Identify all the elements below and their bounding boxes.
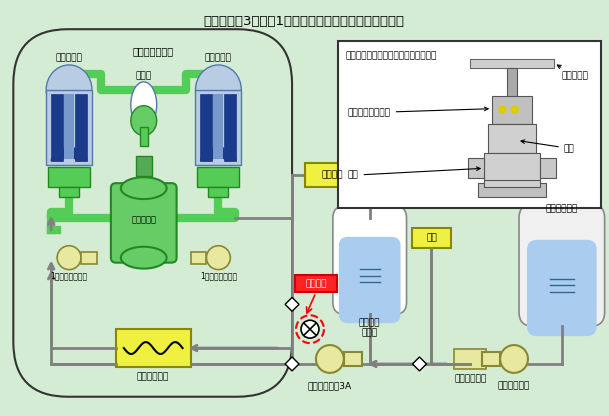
- FancyBboxPatch shape: [111, 183, 177, 262]
- Text: 充てんポンプ3A: 充てんポンプ3A: [308, 381, 352, 390]
- Bar: [46, 90, 92, 165]
- Text: 当該箇所: 当該箇所: [305, 279, 326, 288]
- Polygon shape: [285, 357, 299, 371]
- Circle shape: [316, 345, 344, 373]
- Bar: [468, 158, 484, 178]
- Text: 再生熱交換器: 再生熱交換器: [136, 372, 169, 381]
- Ellipse shape: [131, 106, 157, 136]
- Text: 弁ハンドル: 弁ハンドル: [557, 65, 589, 80]
- Text: 原子炉容器: 原子炉容器: [131, 215, 157, 224]
- Text: 1次冷却材ポンプ: 1次冷却材ポンプ: [200, 271, 237, 280]
- Bar: [136, 156, 152, 176]
- Circle shape: [206, 246, 230, 270]
- Text: 弁体: 弁体: [348, 167, 480, 180]
- Text: ほう酸ポンプ: ほう酸ポンプ: [498, 381, 530, 390]
- Circle shape: [500, 345, 528, 373]
- Text: 蒸気発生器: 蒸気発生器: [55, 53, 82, 62]
- Bar: [484, 180, 540, 187]
- Bar: [59, 187, 79, 197]
- Text: 加圧器: 加圧器: [136, 71, 152, 80]
- FancyBboxPatch shape: [333, 206, 407, 314]
- Ellipse shape: [121, 247, 167, 269]
- Text: 1次冷却材ポンプ: 1次冷却材ポンプ: [51, 271, 88, 280]
- Bar: [454, 349, 486, 369]
- Bar: [344, 352, 362, 366]
- Bar: [48, 167, 90, 187]
- Ellipse shape: [195, 65, 241, 115]
- Bar: [492, 96, 532, 124]
- Ellipse shape: [121, 177, 167, 199]
- Text: 弁棒: 弁棒: [521, 140, 574, 153]
- Bar: [81, 252, 97, 264]
- Bar: [412, 228, 451, 248]
- Bar: [197, 167, 239, 187]
- Bar: [484, 154, 540, 183]
- Bar: [478, 183, 546, 197]
- Bar: [488, 124, 536, 154]
- Text: 充てんポンプミニマムフロー弁概略図: 充てんポンプミニマムフロー弁概略図: [346, 51, 437, 60]
- FancyBboxPatch shape: [519, 204, 605, 326]
- Ellipse shape: [46, 65, 92, 115]
- FancyBboxPatch shape: [339, 237, 401, 323]
- Bar: [195, 90, 241, 165]
- Text: 純水: 純水: [426, 233, 437, 242]
- Bar: [208, 187, 228, 197]
- Circle shape: [57, 246, 81, 270]
- Ellipse shape: [131, 82, 157, 128]
- Bar: [200, 94, 213, 161]
- Bar: [305, 163, 360, 187]
- Text: 原子炉格納容器: 原子炉格納容器: [132, 46, 173, 56]
- Bar: [51, 94, 63, 161]
- Bar: [540, 158, 556, 178]
- Bar: [507, 68, 517, 162]
- Polygon shape: [285, 297, 299, 311]
- Text: 浄化設備: 浄化設備: [321, 171, 343, 180]
- Bar: [295, 275, 337, 292]
- Text: 伊方発電所3号機　1次冷却水充てん・抽出系統概略図: 伊方発電所3号機 1次冷却水充てん・抽出系統概略図: [203, 15, 404, 28]
- Bar: [75, 94, 87, 161]
- Text: 体積制御
タンク: 体積制御 タンク: [359, 318, 381, 338]
- Bar: [482, 352, 500, 366]
- Bar: [338, 41, 600, 208]
- FancyBboxPatch shape: [527, 240, 597, 336]
- Text: ほう酸タンク: ほう酸タンク: [546, 204, 578, 213]
- Text: グランド押さえ輪: グランド押さえ輪: [348, 107, 488, 117]
- Bar: [116, 329, 191, 367]
- Bar: [191, 252, 206, 264]
- Text: ほう酸混合器: ほう酸混合器: [454, 374, 487, 383]
- Text: 蒸気発生器: 蒸気発生器: [205, 53, 232, 62]
- Polygon shape: [412, 357, 426, 371]
- Bar: [213, 94, 224, 159]
- Bar: [224, 94, 236, 161]
- Bar: [139, 126, 148, 146]
- Bar: [470, 59, 554, 68]
- Bar: [64, 94, 74, 159]
- Circle shape: [301, 320, 319, 338]
